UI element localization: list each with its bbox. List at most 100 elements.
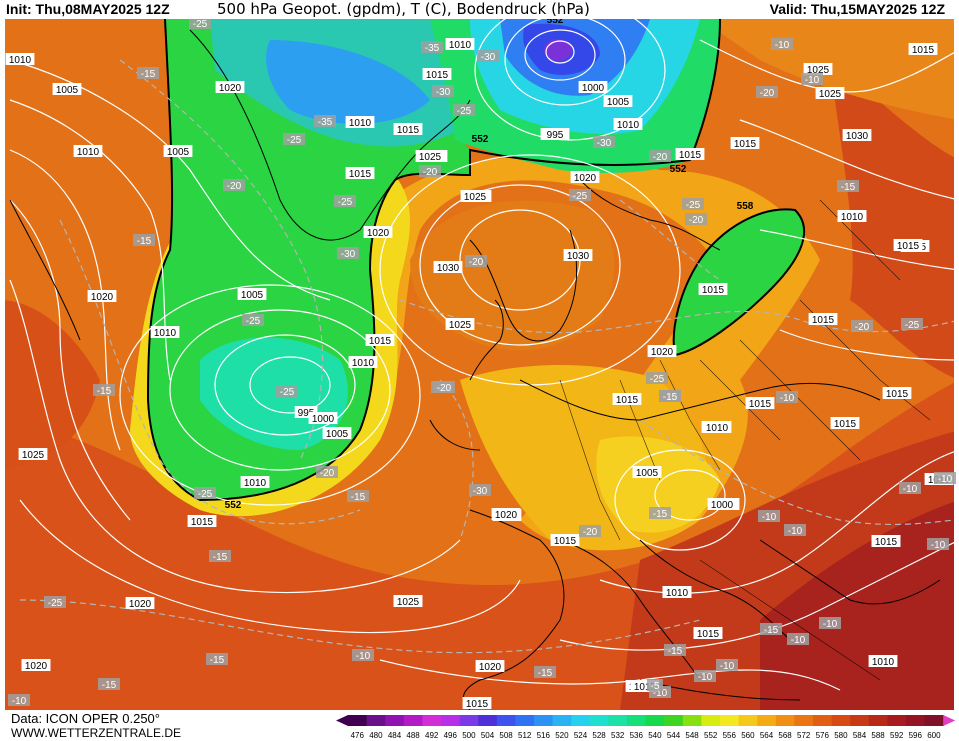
pressure-label-box [868,655,898,667]
colorbar-tick-label: 516 [537,731,551,740]
temperature-label-box [337,247,359,259]
temperature-label-box [851,320,873,332]
colorbar-swatch [441,715,461,726]
temperature-labels: -25 -35 -30 -15 -25 -30 -25 -20 -25 -20 -30 -25 -35 -… [8,19,956,707]
forecast-map: 9951010101510201000100510151010101510101… [5,19,956,710]
temperature-label-box [276,385,298,397]
colorbar-swatch [589,715,609,726]
pressure-label: 1025 [819,89,842,100]
pressure-label: 1025 [397,597,420,608]
temperature-label-box [837,180,859,192]
geopotential-label: 552 [472,134,489,145]
temperature-label: -30 [436,87,451,98]
pressure-label-box [808,313,838,325]
pressure-label-box [882,387,912,399]
pressure-label-box [415,150,445,162]
colorbar-swatch [906,715,926,726]
temperature-label: -25 [280,387,295,398]
temperature-label-box [760,623,782,635]
pressure-label: 1010 [77,147,100,158]
pressure-label: 1010 [666,588,689,599]
temp-field-far-southeast [760,501,954,710]
pressure-label-box [125,597,155,609]
temperature-label: -15 [210,655,225,666]
temperature-label-box [194,487,216,499]
temperature-label: -20 [855,322,870,333]
temperature-label-box [593,136,615,148]
footer-bar: Data: ICON OPER 0.250° WWW.WETTERZENTRAL… [0,710,959,741]
pressure-label: 1005 [241,290,264,301]
temperature-label-box [534,666,556,678]
colorbar-tick-label: 544 [667,731,681,740]
temperature-label: -10 [720,661,735,672]
temperature-label-box [771,38,793,50]
pressure-label: 1020 [367,228,390,239]
init-time: Init: Thu,08MAY2025 12Z [6,1,170,17]
colorbar-tick-label: 568 [778,731,792,740]
pressure-label-box [893,239,923,251]
colorbar-swatch [664,715,684,726]
pressure-label-box [578,81,608,93]
geopot-552-east [672,208,805,357]
pressure-label: 1015 [397,125,420,136]
temperature-label-box [685,213,707,225]
temperature-label-box [787,633,809,645]
coastlines [9,29,941,710]
pressure-label-box [52,83,82,95]
temperature-label: -25 [287,135,302,146]
colorbar-tick-label: 484 [388,731,402,740]
temperature-label: -10 [938,474,953,485]
colorbar-swatch [701,715,721,726]
pressure-label-box [908,43,938,55]
temperature-label-box [901,318,923,330]
pressure-label: 1010 [872,657,895,668]
temperature-label-box [98,678,120,690]
geopotential-label: 552 [670,164,687,175]
temperature-label-box [647,679,663,691]
pressure-label: 995 [547,130,564,141]
colorbar-swatch [366,715,386,726]
temperature-label: -15 [213,552,228,563]
pressure-label-box [215,81,245,93]
pressure-label: 1010 [352,358,375,369]
temperature-label: -15 [663,392,678,403]
temperature-label: -10 [698,672,713,683]
pressure-label-box [550,534,580,546]
colorbar-tick-label: 548 [685,731,699,740]
colorbar-swatch [534,715,554,726]
temperature-label: -35 [318,117,333,128]
pressure-label-box [612,393,642,405]
colorbar-swatch [459,715,479,726]
pressure-label: 1010 [244,478,267,489]
temperature-label-box [664,644,686,656]
colorbar-swatch [385,715,405,726]
temperature-label: -10 [931,540,946,551]
pressure-label-box [730,137,760,149]
pressure-label-box [18,448,48,460]
temperature-label-box [242,314,264,326]
temperature-label-box [694,670,716,682]
colorbar-tick-label: 572 [797,731,811,740]
pressure-label-box [187,515,217,527]
colorbar-swatch [924,715,944,726]
pressure-label: 1000 [312,414,335,425]
pressure-label-box [842,129,872,141]
website-label: WWW.WETTERZENTRALE.DE [11,726,181,740]
colorbar-swatch [887,715,907,726]
temperature-label-box [758,510,780,522]
temperature-label-box [819,617,841,629]
colorbar-swatch [645,715,665,726]
colorbar-tick-label: 576 [816,731,830,740]
pressure-label-box [308,412,338,424]
colorbar-tick-label: 540 [648,731,662,740]
pressure-label: 1030 [567,251,590,262]
colorbar-swatch [515,715,535,726]
colorbar-swatch [831,715,851,726]
pressure-label: 1010 [449,40,472,51]
pressure-label-box [237,288,267,300]
temperature-label: -10 [762,512,777,523]
pressure-label: 1010 [706,423,729,434]
temperature-label: -10 [356,651,371,662]
pressure-label-box [815,87,845,99]
colorbar-tick-label: 480 [369,731,383,740]
